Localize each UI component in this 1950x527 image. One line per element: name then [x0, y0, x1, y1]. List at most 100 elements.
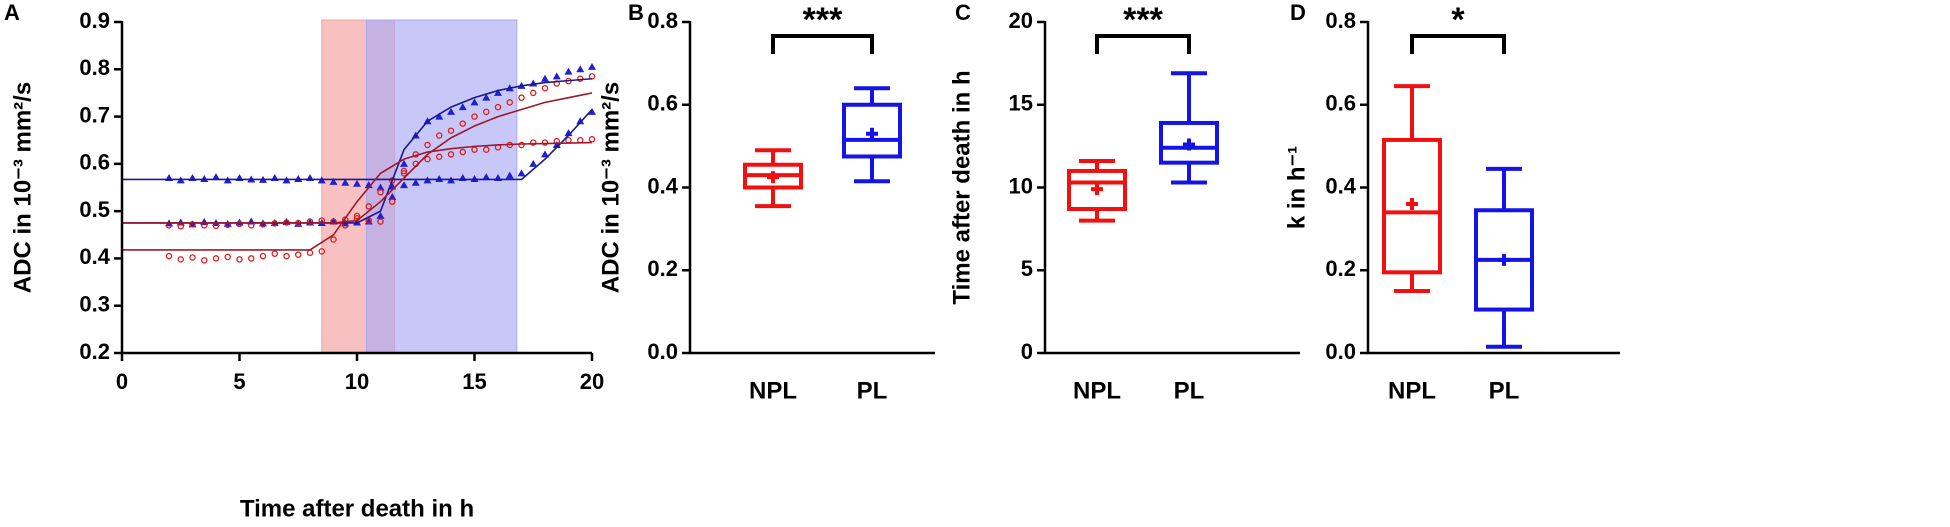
data-point: [165, 252, 173, 260]
data-point: [411, 178, 420, 186]
y-tick-label: 5: [1021, 256, 1033, 281]
data-point: [294, 251, 302, 258]
y-tick-label: 0.0: [647, 339, 678, 364]
data-point: [517, 169, 526, 177]
y-tick-label: 20: [1009, 8, 1033, 33]
data-point: [212, 173, 220, 181]
data-point: [400, 159, 408, 167]
y-tick-label: 0.8: [79, 55, 110, 80]
category-label: PL: [1489, 377, 1520, 404]
data-point: [318, 248, 325, 255]
significance-label: *: [1451, 1, 1465, 39]
fit-line: [122, 108, 593, 181]
box: [1067, 168, 1127, 212]
x-tick-label: 5: [233, 369, 245, 394]
mean-marker: [1406, 198, 1418, 211]
y-tick-label: 0.0: [1325, 339, 1356, 364]
data-point: [447, 127, 455, 135]
data-point: [329, 177, 338, 185]
data-point: [177, 256, 184, 263]
data-point: [306, 249, 314, 257]
data-point: [189, 221, 196, 228]
y-tick-label: 0.4: [647, 173, 678, 198]
y-tick-label: 0.8: [647, 8, 678, 33]
data-point: [564, 67, 573, 75]
data-point: [459, 148, 466, 156]
panel-label: D: [1290, 0, 1306, 25]
y-tick-label: 10: [1009, 173, 1033, 198]
data-point: [176, 218, 185, 226]
panel-label: C: [955, 0, 971, 25]
data-point: [529, 79, 538, 87]
data-point: [353, 179, 361, 187]
data-point: [424, 155, 431, 163]
data-point: [259, 252, 267, 260]
data-point: [400, 167, 408, 175]
data-point: [482, 93, 491, 101]
data-point: [341, 178, 350, 186]
category-label: NPL: [1073, 377, 1121, 404]
data-point: [236, 220, 243, 228]
x-tick-label: 0: [116, 369, 128, 394]
data-point: [471, 113, 478, 120]
data-point: [400, 170, 408, 177]
data-point: [400, 181, 408, 189]
data-point: [530, 139, 537, 146]
panel-label: B: [628, 0, 644, 25]
significance-bar: [1410, 34, 1506, 54]
data-point: [189, 254, 196, 261]
data-point: [224, 253, 231, 261]
data-point: [576, 117, 585, 125]
data-point: [529, 159, 538, 167]
y-tick-label: 0.9: [79, 8, 110, 33]
y-tick-label: 0: [1021, 339, 1033, 364]
significance-label: ***: [803, 1, 843, 39]
data-point: [530, 89, 537, 97]
y-tick-label: 0.3: [79, 292, 110, 317]
data-point: [388, 198, 396, 205]
y-tick-label: 0.8: [1325, 8, 1356, 33]
data-point: [330, 218, 337, 225]
data-point: [482, 146, 490, 153]
data-point: [518, 94, 525, 101]
x-tick-label: 20: [580, 369, 604, 394]
mean-marker: [1183, 138, 1195, 151]
data-point: [377, 218, 384, 225]
y-axis-title: Time after death in h: [948, 70, 975, 304]
data-point: [365, 217, 372, 224]
data-point: [482, 108, 490, 116]
y-tick-label: 0.4: [79, 244, 110, 269]
data-point: [236, 256, 243, 263]
y-tick-label: 0.5: [79, 197, 110, 222]
data-point: [212, 255, 220, 262]
data-point: [271, 250, 278, 257]
x-tick-label: 15: [462, 369, 486, 394]
box: [842, 102, 902, 159]
data-point: [541, 150, 549, 158]
y-tick-label: 15: [1009, 91, 1033, 116]
data-point: [541, 74, 549, 82]
data-point: [588, 62, 596, 70]
data-point: [459, 120, 466, 127]
y-axis-title: ADC in 10⁻³ mm²/s: [597, 82, 624, 293]
data-point: [376, 211, 385, 219]
y-tick-label: 0.2: [1325, 256, 1356, 281]
mean-marker: [866, 127, 878, 140]
y-tick-label: 0.6: [79, 150, 110, 175]
category-label: PL: [1174, 377, 1205, 404]
significance-bar: [771, 34, 874, 54]
data-point: [294, 174, 303, 182]
box: [1159, 120, 1219, 165]
data-point: [458, 103, 467, 111]
significance-bar: [1095, 34, 1191, 54]
data-point: [424, 141, 431, 149]
mean-marker: [1498, 253, 1510, 266]
y-tick-label: 0.4: [1325, 173, 1356, 198]
x-tick-label: 10: [345, 369, 369, 394]
data-point: [306, 218, 314, 225]
data-point: [494, 88, 502, 96]
mean-marker: [767, 171, 779, 184]
data-point: [247, 255, 255, 262]
data-point: [364, 181, 373, 189]
